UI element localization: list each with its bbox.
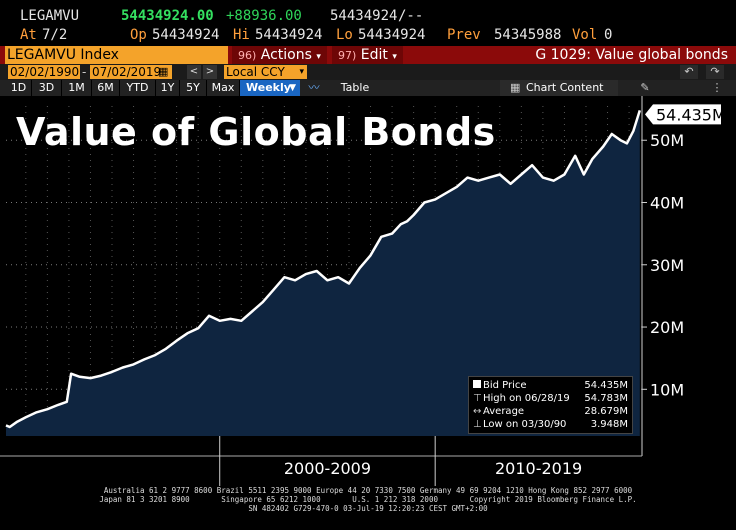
last-value-tag: 54.435M (645, 104, 726, 125)
period-max[interactable]: Max (207, 80, 240, 96)
function-title: G 1029: Value global bonds (535, 47, 728, 63)
x-group-label: 2000-2009 (284, 459, 371, 478)
period-1y[interactable]: 1Y (156, 80, 180, 96)
table-button[interactable]: Table (340, 81, 370, 94)
redo-arrow-icon[interactable]: ↷ (706, 65, 724, 79)
open-value: 54434924 (152, 27, 220, 43)
line-chart-icon[interactable]: 〰 (308, 81, 320, 94)
low-label: Lo (336, 27, 353, 43)
low-marker-icon: ⊥ (473, 419, 482, 430)
legend-label: High on 06/28/19 (483, 393, 570, 404)
legend-value: 54.783M (584, 393, 628, 404)
high-value: 54434924 (255, 27, 323, 43)
y-tick-label: 40M (650, 194, 684, 213)
legend-average: ↔ Average 28.679M (473, 405, 628, 418)
quote-ticker: LEGAMVU (20, 8, 80, 24)
actions-menu-label: Actions (260, 47, 312, 63)
footer-line: SN 482402 G729-470-0 03-Jul-19 12:20:23 … (248, 504, 488, 513)
chart-content-button[interactable]: Chart Content (500, 80, 618, 96)
calendar-icon[interactable]: ▦ (158, 65, 169, 78)
edit-menu-label: Edit (360, 47, 388, 63)
y-tick-label: 50M (650, 131, 684, 150)
frequency-select[interactable]: Weekly ▼ (240, 80, 300, 96)
quote-row-primary: LEGAMVU 54434924.00 +88936.00 54434924 /… (0, 8, 736, 25)
range-toolbar: 02/02/1990 - 07/02/2019 ▦ < > Local CCY … (0, 64, 736, 80)
date-separator: - (82, 65, 87, 79)
chart-title: Value of Global Bonds (16, 110, 496, 154)
prev-label: Prev (447, 27, 481, 43)
period-1m[interactable]: 1M (62, 80, 92, 96)
period-5y[interactable]: 5Y (180, 80, 207, 96)
actions-menu-button[interactable]: 96) Actions ▾ (232, 46, 327, 64)
footer-line: Japan 81 3 3201 8900 Singapore 65 6212 1… (99, 495, 637, 504)
bond-value-chart: 10M 20M 30M 40M 50M 2000-2009 2010-2019 54.43… (0, 96, 726, 486)
legend-high: ⊤High on 06/28/19 54.783M (473, 392, 628, 405)
security-field[interactable]: LEGAMVU Index (5, 46, 228, 64)
scroll-right-icon[interactable]: > (203, 65, 217, 79)
quote-ask: /-- (398, 8, 424, 24)
period-3d[interactable]: 3D (32, 80, 62, 96)
y-tick-label: 10M (650, 380, 684, 399)
x-axis-groups: 2000-2009 2010-2019 (0, 436, 642, 486)
vol-value: 0 (604, 27, 613, 43)
legend-value: 54.435M (584, 380, 628, 391)
y-tick-label: 30M (650, 256, 684, 275)
series-area-fill (6, 110, 640, 437)
pencil-icon[interactable]: ✎ (640, 81, 650, 94)
legend-value: 3.948M (590, 419, 628, 430)
legend-value: 28.679M (584, 406, 628, 417)
legend-label: Bid Price (483, 380, 527, 391)
legend-label: Average (483, 406, 525, 417)
average-marker-icon: ↔ (473, 406, 482, 417)
last-value-label: 54.435M (656, 105, 726, 124)
scroll-left-icon[interactable]: < (187, 65, 201, 79)
legend-label: Low on 03/30/90 (483, 419, 567, 430)
undo-arrow-icon[interactable]: ↶ (680, 65, 698, 79)
edit-menu-button[interactable]: 97) Edit ▾ (332, 46, 403, 64)
footer-line: Australia 61 2 9777 8600 Brazil 5511 239… (103, 486, 633, 495)
at-value: 7/2 (42, 27, 68, 43)
last-value-tag-shape (645, 104, 721, 125)
end-date-field[interactable]: 07/02/2019 (90, 65, 172, 79)
chart-content-icon: ▦ (510, 81, 521, 94)
actions-menu-number: 96) (238, 49, 257, 62)
more-options-icon[interactable]: ⋮ (711, 81, 723, 94)
period-toolbar: 1D 3D 1M 6M YTD 1Y 5Y Max Weekly ▼ 〰 Tab… (0, 80, 736, 96)
currency-select[interactable]: Local CCY ▾ (224, 65, 307, 79)
high-marker-icon: ⊤ (473, 393, 482, 404)
y-axis-ticks: 10M 20M 30M 40M 50M (642, 131, 684, 399)
chevron-down-icon: ▾ (392, 52, 397, 62)
legend-low: ⊥Low on 03/30/90 3.948M (473, 418, 628, 431)
vol-label: Vol (572, 27, 598, 43)
chevron-down-icon: ▼ (289, 83, 296, 93)
quote-row-secondary: At 7/2 Op 54434924 Hi 54434924 Lo 544349… (0, 27, 736, 44)
edit-menu-number: 97) (338, 49, 357, 62)
legend-swatch (473, 380, 481, 388)
open-label: Op (130, 27, 147, 43)
period-6m[interactable]: 6M (92, 80, 120, 96)
chevron-down-icon: ▾ (316, 52, 321, 62)
period-ytd[interactable]: YTD (120, 80, 156, 96)
chart-legend[interactable]: Bid Price 54.435M ⊤High on 06/28/19 54.7… (468, 376, 633, 434)
footer-contacts: Australia 61 2 9777 8600 Brazil 5511 239… (0, 486, 736, 513)
series-line (5, 110, 641, 429)
x-group-label: 2010-2019 (495, 459, 582, 478)
high-label: Hi (233, 27, 250, 43)
low-value: 54434924 (358, 27, 426, 43)
currency-value: Local CCY (226, 65, 285, 79)
quote-change: +88936.00 (226, 8, 302, 24)
quote-last-price: 54434924.00 (121, 8, 214, 24)
function-toolbar: LEGAMVU Index 96) Actions ▾ 97) Edit ▾ G… (0, 46, 736, 64)
y-tick-label: 20M (650, 318, 684, 337)
prev-value: 54345988 (494, 27, 562, 43)
legend-bid-price: Bid Price 54.435M (473, 379, 628, 392)
quote-bid: 54434924 (330, 8, 398, 24)
frequency-value: Weekly (246, 81, 291, 94)
chevron-down-icon: ▾ (299, 67, 304, 77)
start-date-field[interactable]: 02/02/1990 (8, 65, 80, 79)
period-1d[interactable]: 1D (6, 80, 32, 96)
at-label: At (20, 27, 37, 43)
